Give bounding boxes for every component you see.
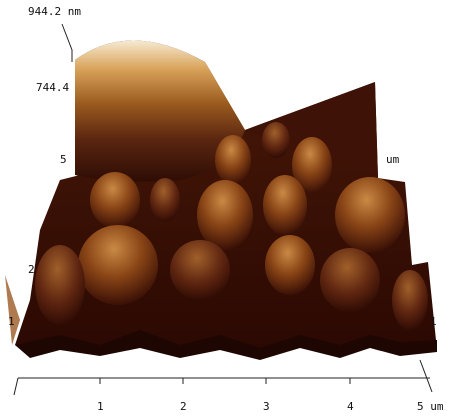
y-right-label: 1: [430, 315, 437, 328]
y-unit: um: [386, 153, 400, 166]
page: {"z_axis": {"top_label": "944.2 nm", "se…: [0, 0, 450, 418]
z-leader: [62, 24, 72, 62]
surface: [5, 40, 437, 360]
z-top-label: 944.2 nm: [28, 5, 81, 18]
x-label: 5 um: [417, 400, 444, 413]
x-label: 1: [97, 400, 104, 413]
axis-end: [14, 378, 18, 395]
y-label: 2: [28, 263, 35, 276]
y-label: 1: [8, 315, 15, 328]
z-label: 744.4: [36, 81, 69, 94]
afm-view: 944.2 nm 744.4 5 2 1 um 1 1 2 3 4 5 um: [0, 0, 450, 418]
y-label: 5: [60, 153, 67, 166]
x-label: 3: [263, 400, 270, 413]
x-label: 4: [347, 400, 354, 413]
y-axis-right: [420, 360, 432, 392]
x-label: 2: [180, 400, 187, 413]
